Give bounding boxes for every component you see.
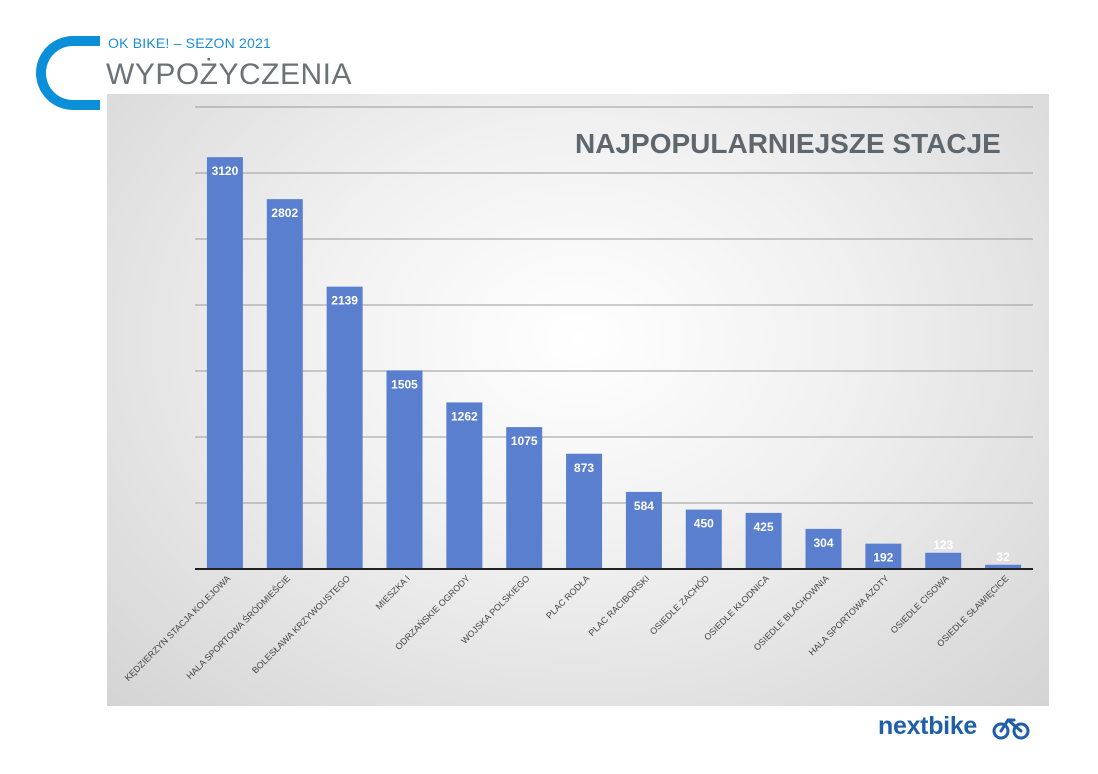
chart-area (107, 94, 1049, 706)
data-label: 1505 (391, 377, 418, 391)
data-label: 304 (813, 536, 833, 550)
bar (685, 509, 722, 569)
bar (865, 543, 902, 569)
data-label: 1262 (451, 409, 478, 423)
bar (566, 453, 603, 569)
data-label: 192 (873, 551, 893, 565)
bar (506, 427, 543, 569)
category-label: KĘDZIERZYN STACJA KOLEJOWA (123, 573, 233, 683)
bar (625, 491, 662, 569)
bar (925, 552, 962, 569)
data-label: 32 (996, 550, 1010, 564)
data-label: 2139 (331, 294, 358, 308)
bar (805, 528, 842, 569)
category-label: PLAC RACIBORSKI (587, 573, 652, 638)
data-label: 123 (933, 538, 953, 552)
accent-bracket (36, 36, 100, 110)
data-label: 450 (694, 517, 714, 531)
page-title: WYPOŻYCZENIA (106, 58, 353, 91)
header-kicker: OK BIKE! – SEZON 2021 (108, 35, 271, 51)
category-label: OSIEDLE KŁODNICA (702, 573, 771, 642)
bar (745, 512, 782, 569)
category-label: PLAC RODŁA (544, 573, 591, 620)
chart-title: NAJPOPULARNIEJSZE STACJE (575, 128, 1001, 159)
category-label: OSIEDLE ZACHÓD (648, 573, 712, 637)
data-label: 3120 (212, 164, 239, 178)
bar (266, 199, 303, 570)
data-label: 584 (634, 499, 654, 513)
bar (386, 370, 423, 569)
data-label: 1075 (511, 434, 538, 448)
bike-icon (992, 718, 1030, 740)
bar (446, 402, 483, 569)
data-label: 2802 (271, 206, 298, 220)
category-label: BOLESŁAWA KRZYWOUSTEGO (250, 573, 352, 675)
bar (985, 564, 1022, 569)
category-label: HALA SPORTOWA ŚRÓDMIEŚCIE (184, 573, 292, 681)
data-label: 425 (754, 520, 774, 534)
data-label: 873 (574, 461, 594, 475)
category-label: OSIEDLE CISOWA (889, 573, 951, 635)
bar (206, 157, 243, 569)
category-label: WOJSKA POLSKIEGO (459, 573, 532, 646)
nextbike-logo: nextbike (878, 712, 978, 740)
category-label: MIESZKA I (374, 573, 412, 611)
bar (326, 286, 363, 569)
